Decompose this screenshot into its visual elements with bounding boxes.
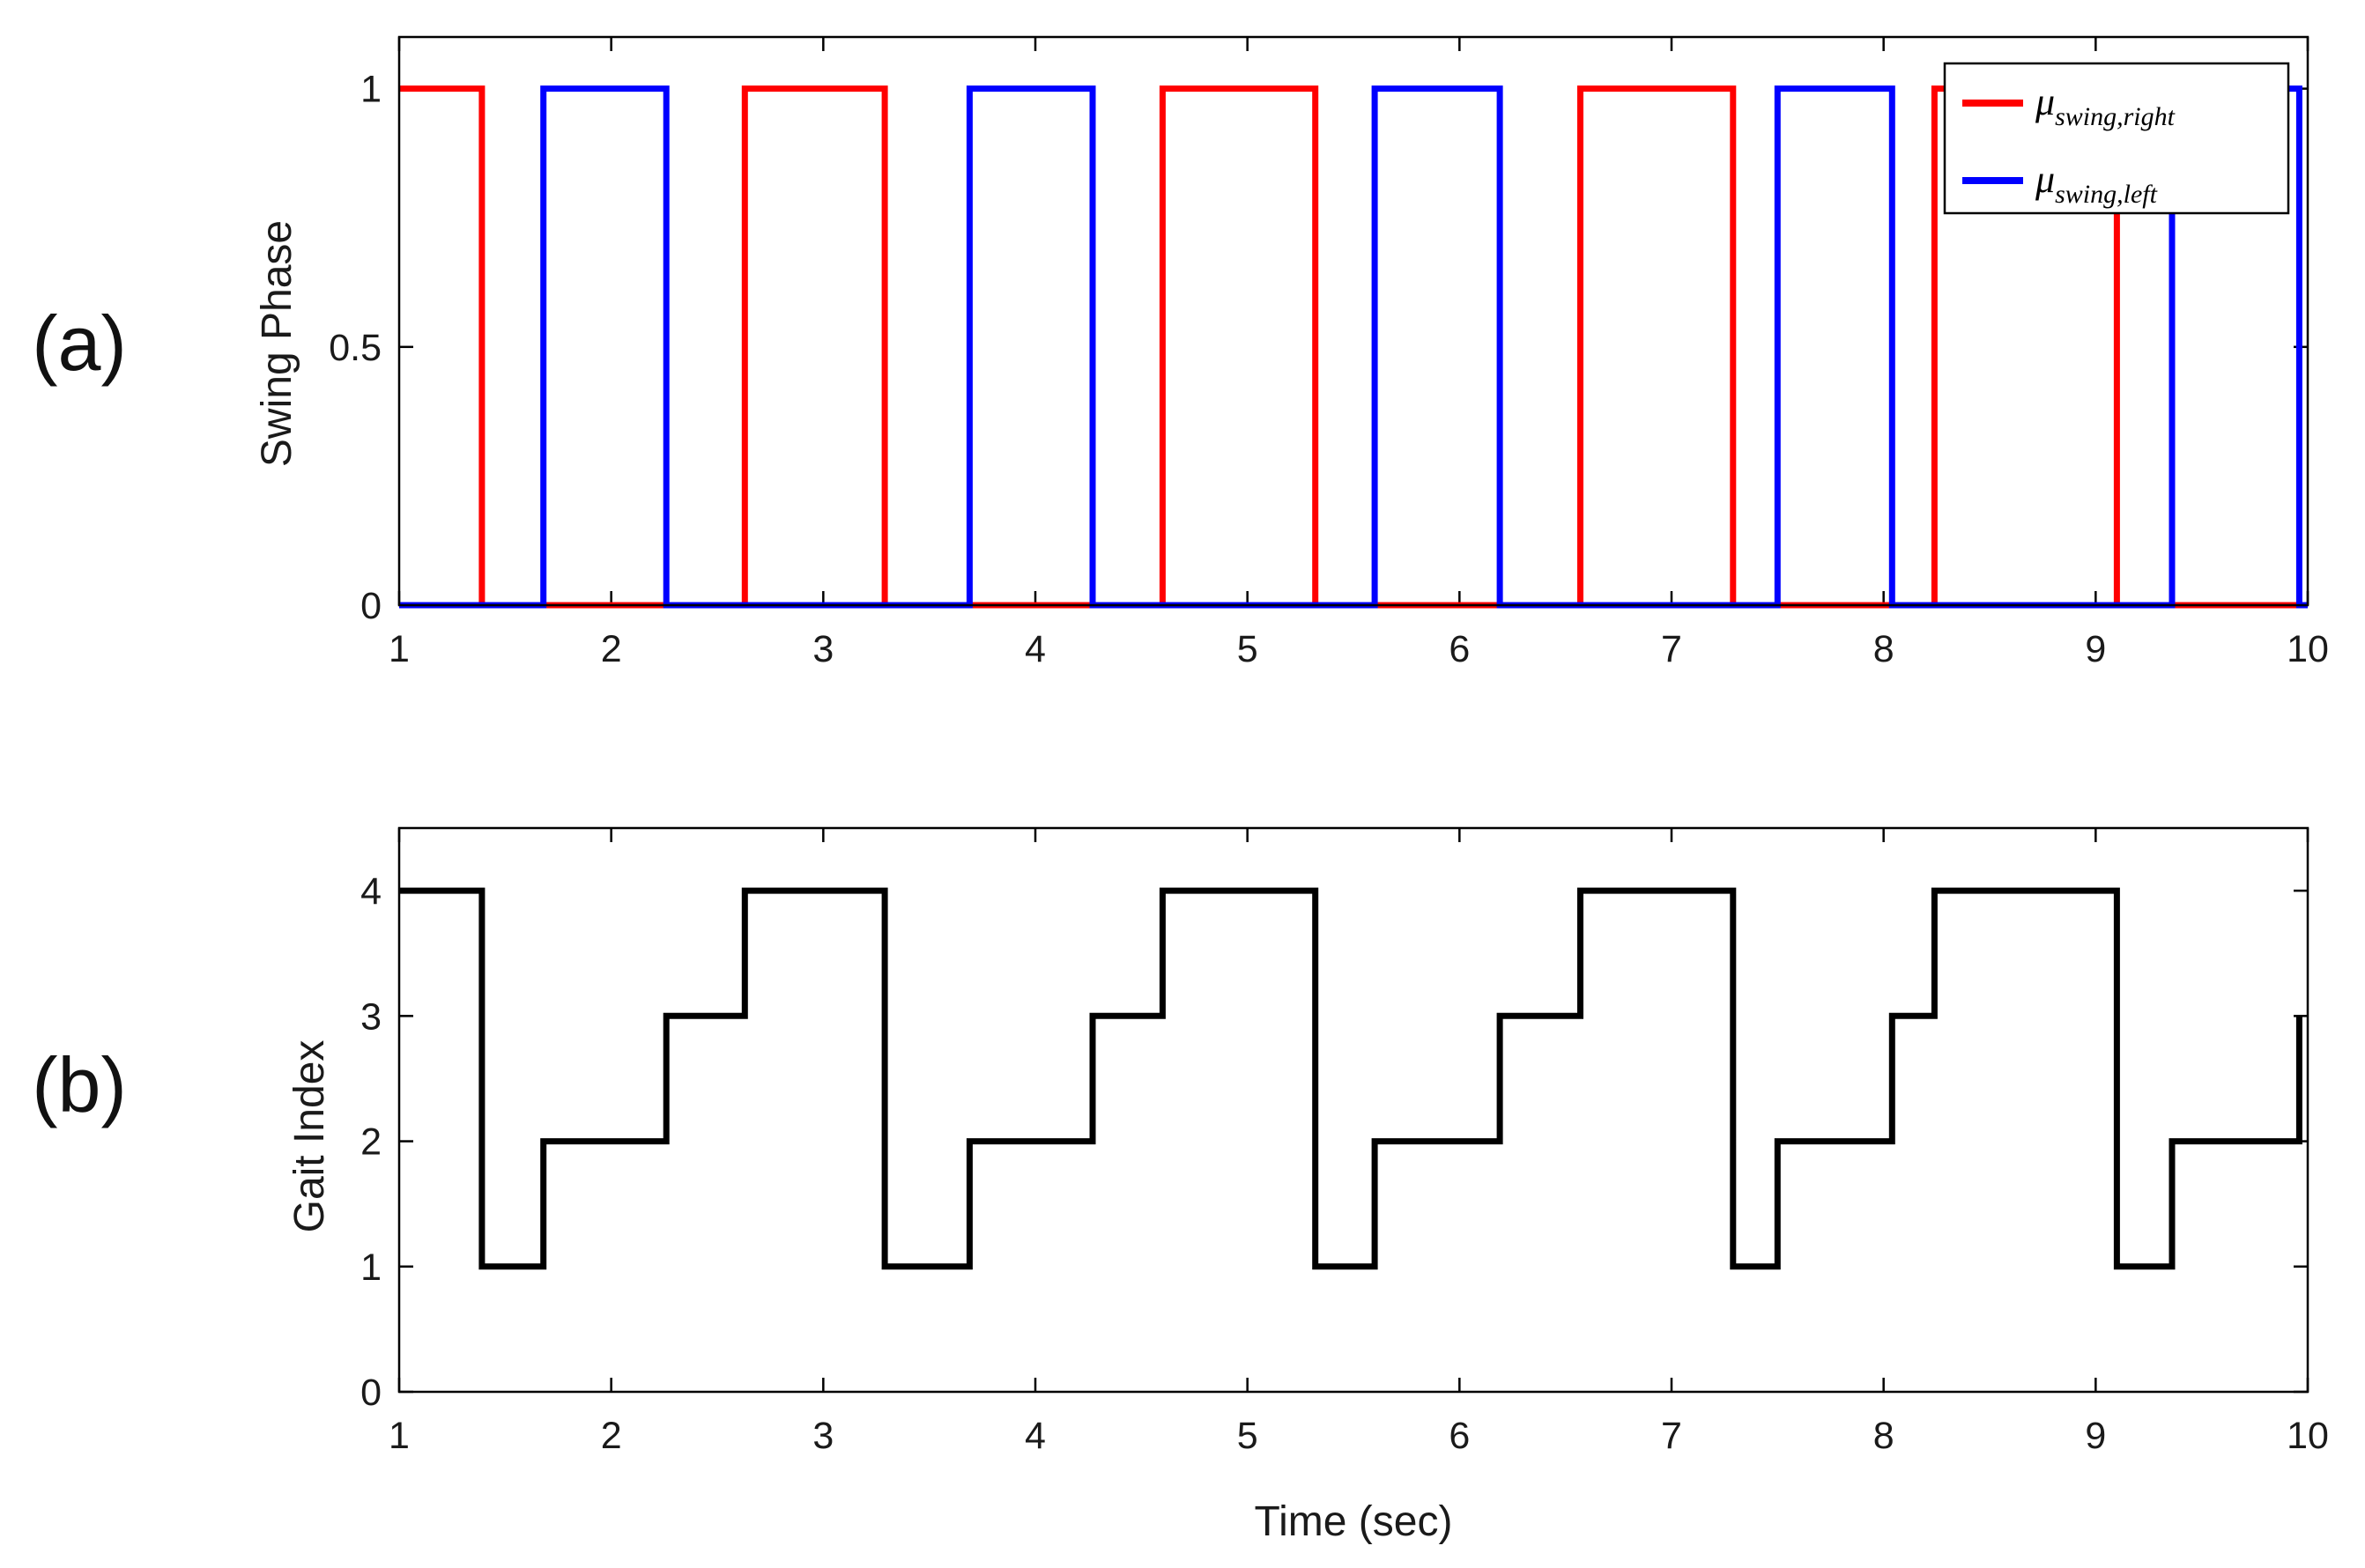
- legend-symbol-left: μ: [2035, 158, 2055, 201]
- legend-subscript-right: swing,right: [2055, 102, 2176, 131]
- legend-subscript-left: swing,left: [2055, 180, 2158, 209]
- x-tick-label-a: 3: [812, 628, 834, 670]
- x-tick-label-b: 10: [2287, 1415, 2329, 1457]
- series-line-gait-index: [399, 887, 2302, 1270]
- x-tick-label-b: 4: [1025, 1415, 1046, 1457]
- x-tick-label-b: 7: [1661, 1415, 1682, 1457]
- y-tick-label-b: 2: [360, 1121, 382, 1164]
- x-axis-label-b: Time (sec): [1255, 1498, 1453, 1545]
- series-line-swing-left: [399, 85, 2308, 609]
- x-tick-label-a: 7: [1661, 628, 1682, 670]
- x-tick-label-b: 1: [389, 1415, 410, 1457]
- x-tick-label-b: 6: [1449, 1415, 1470, 1457]
- y-tick-label-a: 1: [360, 69, 382, 111]
- legend-entry-right: μswing,right: [2035, 80, 2176, 131]
- axis-ticks-a: 1 2 3 4 5 6 7 8 9 10 0 0.5 1: [329, 37, 2329, 670]
- y-tick-label-b: 1: [360, 1246, 382, 1289]
- legend-box: [1943, 62, 2290, 215]
- legend-symbol-right: μ: [2035, 80, 2055, 123]
- series-lines-b: [399, 887, 2302, 1270]
- y-axis-label-a: Swing Phase: [254, 220, 300, 467]
- plot-frame-a: [397, 35, 2309, 607]
- x-tick-label-a: 2: [601, 628, 622, 670]
- y-tick-label-a: 0: [360, 585, 382, 627]
- gait-index-chart: (b) Gait Index Time (sec) 1 2 3 4 5 6 7 8 9 10012…: [32, 826, 2329, 1545]
- x-tick-label-b: 3: [812, 1415, 834, 1457]
- panel-label-b: (b): [32, 1041, 127, 1128]
- x-tick-label-a: 4: [1025, 628, 1046, 670]
- y-tick-label-a: 0.5: [329, 327, 382, 369]
- y-tick-label-b: 0: [360, 1372, 382, 1414]
- x-tick-label-b: 5: [1237, 1415, 1258, 1457]
- x-tick-label-a: 9: [2085, 628, 2106, 670]
- plot-frame-b: [397, 826, 2309, 1394]
- legend-entry-left: μswing,left: [2035, 158, 2158, 209]
- x-tick-label-a: 8: [1873, 628, 1894, 670]
- series-lines-a: [399, 85, 2308, 609]
- x-tick-label-a: 1: [389, 628, 410, 670]
- y-tick-label-b: 4: [360, 870, 382, 913]
- x-tick-label-b: 2: [601, 1415, 622, 1457]
- x-tick-label-b: 8: [1873, 1415, 1894, 1457]
- x-tick-label-b: 9: [2085, 1415, 2106, 1457]
- y-tick-label-b: 3: [360, 995, 382, 1038]
- y-axis-label-b: Gait Index: [286, 1040, 333, 1233]
- legend: μswing,right μswing,left: [1943, 62, 2290, 215]
- x-tick-label-a: 5: [1237, 628, 1258, 670]
- panel-label-a: (a): [32, 300, 127, 387]
- x-tick-label-a: 10: [2287, 628, 2329, 670]
- x-tick-label-a: 6: [1449, 628, 1470, 670]
- series-line-swing-right: [399, 85, 2308, 609]
